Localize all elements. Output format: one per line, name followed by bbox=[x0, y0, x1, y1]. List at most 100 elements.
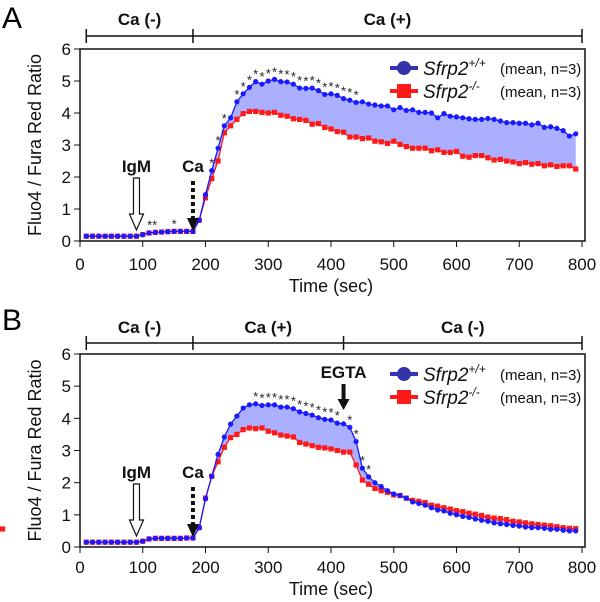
data-point-wt bbox=[491, 520, 497, 526]
data-point-ko bbox=[215, 459, 221, 465]
data-point-ko bbox=[422, 145, 428, 151]
data-point-ko bbox=[0, 526, 6, 532]
data-point-wt bbox=[378, 103, 384, 109]
y-tick-label: 5 bbox=[62, 377, 71, 396]
y-tick-label: 1 bbox=[62, 200, 71, 219]
data-point-wt bbox=[391, 491, 397, 497]
legend-square-icon bbox=[397, 84, 411, 98]
data-point-wt bbox=[83, 539, 89, 545]
data-point-ko bbox=[322, 445, 328, 451]
data-point-ko bbox=[516, 519, 522, 525]
data-point-ko bbox=[366, 481, 372, 487]
data-point-ko bbox=[215, 158, 221, 164]
data-point-ko bbox=[290, 434, 296, 440]
data-point-ko bbox=[529, 521, 535, 527]
data-point-wt bbox=[359, 99, 365, 105]
significance-asterisk: ** bbox=[147, 217, 157, 232]
significance-asterisk: * bbox=[347, 85, 352, 100]
data-point-wt bbox=[573, 131, 579, 137]
y-tick-label: 5 bbox=[62, 72, 71, 91]
data-point-ko bbox=[234, 116, 240, 122]
data-point-ko bbox=[548, 162, 554, 168]
significance-asterisk: * bbox=[172, 216, 177, 231]
data-point-ko bbox=[253, 108, 259, 114]
data-point-wt bbox=[334, 420, 340, 426]
significance-asterisk: * bbox=[297, 73, 302, 88]
data-point-ko bbox=[303, 117, 309, 123]
data-point-ko bbox=[290, 116, 296, 122]
x-tick-label: 400 bbox=[317, 255, 345, 274]
data-point-wt bbox=[284, 79, 290, 85]
data-point-wt bbox=[479, 517, 485, 523]
data-point-wt bbox=[441, 508, 447, 514]
data-point-wt bbox=[347, 424, 353, 430]
phase-label: Ca (+) bbox=[364, 10, 412, 29]
data-point-wt bbox=[209, 168, 215, 174]
data-point-wt bbox=[152, 229, 158, 235]
data-point-wt bbox=[441, 111, 447, 117]
data-point-wt bbox=[409, 107, 416, 113]
data-point-ko bbox=[491, 157, 497, 163]
significance-asterisk: * bbox=[328, 405, 333, 420]
panel-A: A Ca (-) Ca (+) 0 100 200 300 400 500 600 700 800 0 1… bbox=[2, 2, 596, 296]
data-point-ko bbox=[535, 521, 541, 528]
data-point-ko bbox=[554, 163, 560, 170]
data-point-wt bbox=[228, 421, 234, 427]
data-point-wt bbox=[422, 109, 428, 115]
x-tick-label: 400 bbox=[317, 558, 345, 577]
data-point-wt bbox=[253, 401, 259, 407]
legend-item: Sfrp2-/- (mean, n=3) bbox=[390, 79, 581, 103]
data-point-ko bbox=[466, 154, 472, 160]
data-point-wt bbox=[422, 502, 428, 508]
x-tick-label: 500 bbox=[380, 255, 408, 274]
data-point-wt bbox=[504, 521, 510, 528]
data-point-ko bbox=[240, 426, 246, 433]
data-point-ko bbox=[573, 166, 579, 172]
data-point-wt bbox=[447, 510, 453, 516]
data-point-wt bbox=[541, 525, 547, 531]
data-point-wt bbox=[108, 233, 114, 239]
data-point-ko bbox=[510, 518, 516, 524]
data-point-wt bbox=[133, 233, 140, 239]
data-point-wt bbox=[522, 120, 529, 126]
data-point-wt bbox=[472, 116, 478, 122]
data-point-ko bbox=[391, 138, 397, 144]
data-point-wt bbox=[228, 115, 234, 121]
data-point-ko bbox=[228, 123, 234, 129]
significance-asterisk: * bbox=[222, 111, 227, 126]
legend-note: (mean, n=3) bbox=[500, 61, 581, 78]
significance-asterisk: * bbox=[247, 72, 252, 87]
data-point-wt bbox=[96, 233, 102, 239]
data-point-wt bbox=[554, 125, 560, 131]
significance-asterisk: * bbox=[316, 403, 321, 418]
data-point-wt bbox=[447, 113, 453, 119]
legend-circle-icon bbox=[397, 367, 411, 381]
legend-item: Sfrp2+/+ (mean, n=3) bbox=[390, 56, 581, 80]
data-point-wt bbox=[416, 500, 422, 507]
data-point-wt bbox=[391, 107, 397, 113]
data-point-ko bbox=[529, 161, 535, 167]
data-point-wt bbox=[428, 110, 434, 116]
legend-square-icon bbox=[397, 390, 411, 404]
data-point-ko bbox=[409, 145, 416, 151]
x-tick-label: 200 bbox=[191, 558, 219, 577]
data-point-wt bbox=[315, 415, 322, 421]
data-point-wt bbox=[328, 91, 334, 97]
significance-asterisk: * bbox=[297, 397, 302, 412]
data-point-wt bbox=[560, 527, 566, 533]
data-point-wt bbox=[152, 535, 158, 541]
dotted-arrow-icon bbox=[186, 524, 199, 537]
legend-label: Sfrp2-/- bbox=[423, 385, 480, 409]
data-point-ko bbox=[441, 149, 447, 155]
data-point-ko bbox=[460, 153, 466, 159]
data-point-wt bbox=[485, 115, 491, 122]
annotation-label: Ca bbox=[182, 463, 204, 482]
data-point-wt bbox=[485, 518, 491, 524]
significance-asterisk: * bbox=[241, 79, 246, 94]
data-point-wt bbox=[529, 525, 535, 531]
data-point-ko bbox=[460, 509, 466, 515]
significance-asterisk: * bbox=[259, 390, 264, 405]
data-point-wt bbox=[309, 412, 315, 418]
data-point-wt bbox=[215, 451, 221, 457]
data-point-wt bbox=[259, 81, 265, 87]
